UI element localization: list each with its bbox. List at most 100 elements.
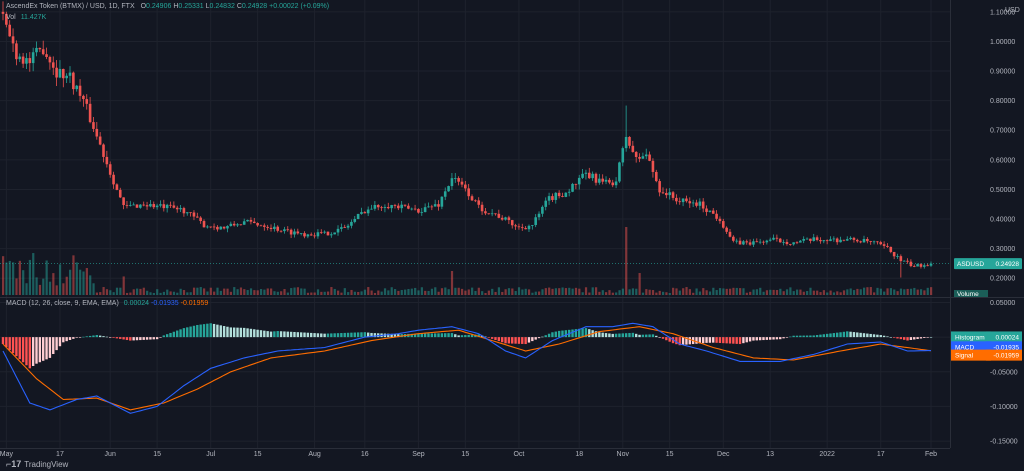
macd-histogram-bar <box>675 337 678 345</box>
volume-bar <box>192 287 196 295</box>
candle-body <box>778 238 782 243</box>
macd-histogram-bar <box>835 332 839 338</box>
volume-bar <box>95 292 99 295</box>
low-value: 0.24832 <box>209 3 235 10</box>
macd-histogram-bar <box>775 337 779 340</box>
macd-histogram-bar <box>219 325 222 338</box>
candle-body <box>772 237 775 240</box>
candle-body <box>8 24 12 37</box>
candle-body <box>279 230 283 232</box>
candle-body <box>510 220 514 226</box>
candle-body <box>641 156 645 159</box>
candle-body <box>638 156 641 159</box>
volume-bar <box>785 289 789 295</box>
macd-histogram-bar <box>102 336 105 338</box>
candle-body <box>417 208 420 213</box>
volume-bar <box>645 289 648 295</box>
volume-bar <box>608 290 611 295</box>
volume-bar <box>625 227 628 295</box>
candle-body <box>360 212 363 214</box>
macd-histogram-bar <box>310 332 313 338</box>
tradingview-watermark: TradingView <box>24 459 69 469</box>
volume-bar <box>819 292 822 295</box>
candle-body <box>661 192 665 194</box>
volume-bar <box>99 292 102 295</box>
macd-histogram-bar <box>162 335 166 338</box>
volume-bar <box>812 290 815 295</box>
time-axis-tick-label: 18 <box>575 451 583 458</box>
candle-body <box>276 226 280 231</box>
macd-histogram-bar <box>678 337 681 346</box>
volume-bar <box>544 288 547 295</box>
macd-histogram-bar <box>852 332 856 338</box>
volume-bar <box>631 288 635 295</box>
volume-bar <box>809 287 812 295</box>
macd-histogram-bar <box>638 334 641 338</box>
candle-body <box>330 234 333 236</box>
volume-bar <box>574 287 578 295</box>
macd-histogram-bar <box>574 329 578 338</box>
candle-body <box>748 242 752 245</box>
volume-bar <box>454 287 457 295</box>
volume-bar <box>541 289 544 295</box>
macd-histogram-bar <box>497 337 501 342</box>
candle-body <box>376 205 380 208</box>
volume-bar <box>347 292 350 295</box>
volume-bar <box>115 287 119 295</box>
candle-body <box>450 178 454 187</box>
candle-body <box>799 240 802 243</box>
candle-body <box>467 188 470 197</box>
macd-histogram-bar <box>172 331 176 338</box>
candle-body <box>815 237 819 241</box>
volume-bar <box>2 256 5 295</box>
volume-bar <box>930 287 933 295</box>
candle-body <box>678 201 682 203</box>
candle-body <box>209 226 213 228</box>
vol-label: Vol <box>6 14 16 21</box>
macd-histogram-bar <box>557 330 561 338</box>
candle-body <box>701 201 705 209</box>
macd-histogram-bar <box>165 334 169 338</box>
volume-bar <box>718 288 722 295</box>
tradingview-logo[interactable]: ⌐17 TradingView <box>6 459 68 469</box>
candle-body <box>252 221 256 224</box>
macd-histogram-bar <box>882 335 886 338</box>
candle-body <box>755 241 759 243</box>
volume-bar <box>862 287 866 295</box>
macd-histogram-bar <box>78 337 82 338</box>
candle-body <box>145 205 149 207</box>
macd-histogram-bar <box>353 332 356 338</box>
volume-bar <box>199 287 202 295</box>
candle-body <box>882 244 886 246</box>
candle-body <box>718 218 722 222</box>
volume-bar <box>310 292 313 295</box>
macd-histogram-bar <box>129 337 132 341</box>
volume-bar <box>203 288 206 295</box>
volume-bar <box>82 271 85 295</box>
macd-histogram-bar <box>889 337 892 338</box>
volume-bar <box>259 289 263 295</box>
candle-body <box>112 174 115 185</box>
macd-histogram-bar <box>440 333 444 338</box>
candle-body <box>132 204 135 206</box>
volume-bar <box>695 288 698 295</box>
candle-body <box>544 200 548 207</box>
candle-body <box>484 211 487 214</box>
candle-body <box>551 196 554 200</box>
macd-axis-tick-label: -0.15000 <box>990 439 1018 446</box>
volume-bar <box>564 288 568 295</box>
macd-histogram-bar <box>561 330 564 338</box>
macd-histogram-bar <box>356 332 360 338</box>
volume-bar <box>139 288 142 295</box>
macd-histogram-bar <box>350 332 353 338</box>
volume-bar <box>772 289 775 295</box>
volume-bar <box>22 270 25 295</box>
candle-body <box>28 58 32 64</box>
macd-histogram-bar <box>45 337 48 360</box>
candle-body <box>581 173 584 178</box>
time-axis-tick-label: 15 <box>254 451 262 458</box>
macd-histogram-bar <box>681 337 685 345</box>
macd-histogram-bar <box>11 337 15 354</box>
candle-body <box>346 225 350 228</box>
volume-bar <box>893 289 896 295</box>
